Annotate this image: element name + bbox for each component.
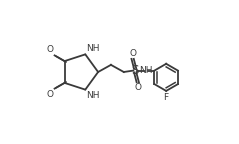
Text: S: S <box>131 64 139 77</box>
Text: O: O <box>46 45 54 54</box>
Text: NH: NH <box>139 66 153 75</box>
Text: O: O <box>46 90 54 99</box>
Text: O: O <box>129 49 136 58</box>
Text: O: O <box>134 83 141 92</box>
Text: NH: NH <box>86 44 99 53</box>
Text: NH: NH <box>86 91 99 100</box>
Text: F: F <box>164 93 169 102</box>
